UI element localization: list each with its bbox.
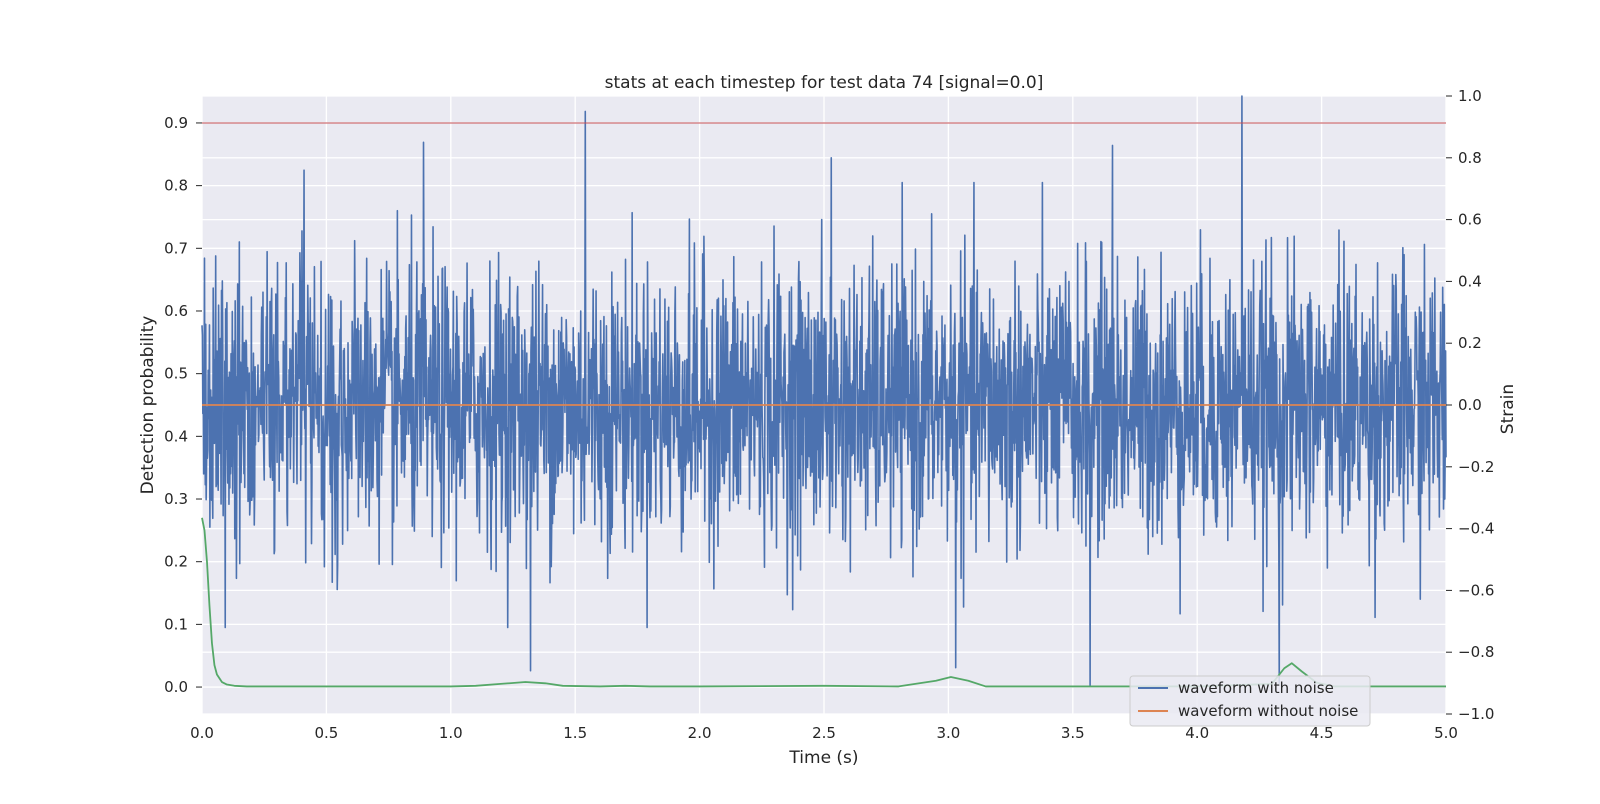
x-tick-label: 4.0: [1185, 724, 1209, 742]
x-tick-label: 2.0: [688, 724, 712, 742]
x-tick-label: 3.0: [936, 724, 960, 742]
legend-box: [1129, 675, 1371, 727]
y2-tick-label: 0.2: [1458, 334, 1482, 352]
y-tick-label: 0.1: [164, 615, 188, 633]
y2-tick-label: −1.0: [1458, 705, 1494, 723]
x-axis-label: Time (s): [788, 748, 858, 768]
y2-tick-label: 0.0: [1458, 396, 1482, 414]
x-tick-label: 1.5: [563, 724, 587, 742]
y-tick-label: 0.5: [164, 365, 188, 383]
y2-tick-label: 0.8: [1458, 149, 1482, 167]
y-tick-label: 0.4: [164, 427, 188, 445]
legend-label-waveform-without-noise: waveform without noise: [1178, 702, 1358, 720]
y-tick-label: 0.9: [164, 114, 188, 132]
y-tick-label: 0.6: [164, 302, 188, 320]
y2-tick-label: −0.4: [1458, 520, 1494, 538]
y-tick-label: 0.2: [164, 553, 188, 571]
x-tick-label: 0.0: [190, 724, 214, 742]
chart-title: stats at each timestep for test data 74 …: [605, 73, 1044, 93]
tick-layer: 0.0 0.5 1.0 1.5 2.0 2.5 3.0 3.5 4.0 4.5 5.0 0.0 0.1 0…: [164, 87, 1494, 742]
series-waveform-with-noise: [201, 95, 1447, 687]
y-tick-label: 0.8: [164, 177, 188, 195]
x-tick-label: 2.5: [812, 724, 836, 742]
x-tick-label: 1.0: [439, 724, 463, 742]
y2-tick-label: 1.0: [1458, 87, 1482, 105]
legend-label-waveform-with-noise: waveform with noise: [1178, 679, 1334, 697]
y-axis-label: Detection probability: [138, 316, 158, 495]
y2-tick-label: 0.4: [1458, 272, 1482, 290]
x-tick-label: 3.5: [1061, 724, 1085, 742]
y2-tick-label: −0.6: [1458, 581, 1494, 599]
x-tick-label: 0.5: [314, 724, 338, 742]
y-tick-label: 0.0: [164, 678, 188, 696]
legend: waveform with noise waveform without noi…: [1129, 675, 1371, 727]
y-tick-label: 0.3: [164, 490, 188, 508]
y-tick-label: 0.7: [164, 239, 188, 257]
y2-axis-label: Strain: [1498, 384, 1518, 434]
y2-tick-label: −0.2: [1458, 458, 1494, 476]
y2-tick-label: 0.6: [1458, 211, 1482, 229]
x-tick-label: 4.5: [1310, 724, 1334, 742]
y2-tick-label: −0.8: [1458, 643, 1494, 661]
x-tick-label: 5.0: [1434, 724, 1458, 742]
